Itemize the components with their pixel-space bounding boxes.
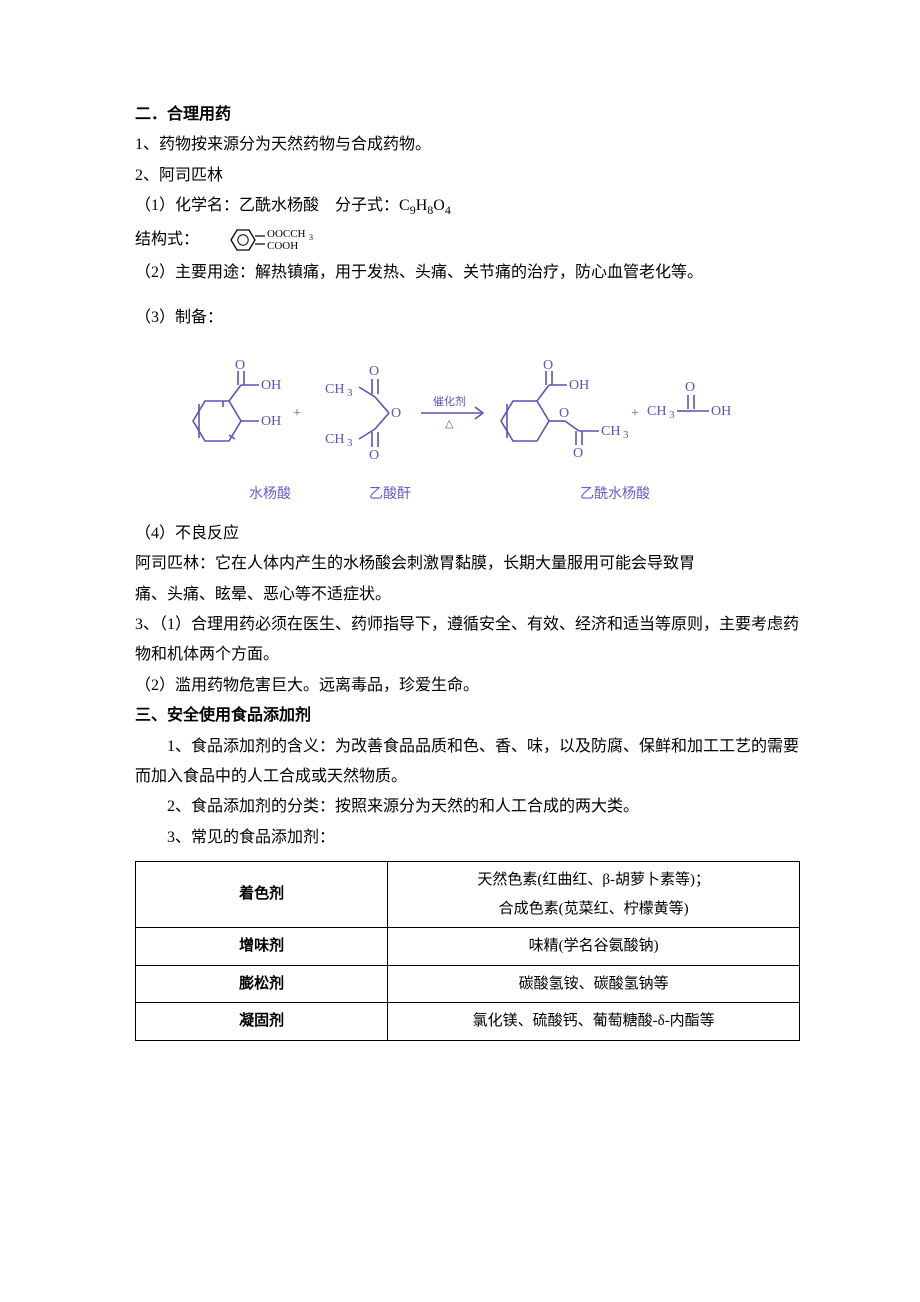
svg-text:O: O (685, 380, 695, 395)
svg-text:O: O (369, 364, 379, 379)
svg-text:3: 3 (347, 387, 353, 399)
arrow-top-label: 催化剂 (433, 394, 466, 408)
cell-value: 碳酸氢铵、碳酸氢钠等 (388, 965, 800, 1003)
section-2-title: 二．合理用药 (135, 100, 800, 130)
s2-p2: 2、阿司匹林 (135, 161, 800, 191)
table-row: 膨松剂 碳酸氢铵、碳酸氢钠等 (136, 965, 800, 1003)
table-row: 增味剂 味精(学名谷氨酸钠) (136, 928, 800, 966)
struct-label: 结构式： (135, 225, 199, 255)
aspirin-structure-icon: OOCCH 3 COOH (223, 222, 343, 258)
svg-text:OH: OH (261, 414, 281, 429)
reaction-diagram-icon: O OH OH + CH3 O CH3 O O (175, 351, 735, 471)
document-page: 二．合理用药 1、药物按来源分为天然药物与合成药物。 2、阿司匹林 （1）化学名… (0, 0, 920, 1101)
svg-text:OH: OH (569, 378, 589, 393)
cap-salicylic: 水杨酸 (215, 482, 325, 509)
svg-text:OOCCH: OOCCH (267, 228, 306, 240)
s2-p2-2: （2）主要用途：解热镇痛，用于发热、头痛、关节痛的治疗，防心血管老化等。 (135, 258, 800, 288)
cell-label: 增味剂 (136, 928, 388, 966)
cell-value: 味精(学名谷氨酸钠) (388, 928, 800, 966)
structural-formula-row: 结构式： OOCCH 3 COOH (135, 222, 800, 258)
s2-p2-4h: （4）不良反应 (135, 519, 800, 549)
s2-p2-1: （1）化学名：乙酰水杨酸 分子式：C9H8O4 (135, 191, 800, 222)
svg-text:O: O (391, 406, 401, 421)
section-3-title: 三、安全使用食品添加剂 (135, 701, 800, 731)
s3-p1: 1、食品添加剂的含义：为改善食品品质和色、香、味，以及防腐、保鲜和加工工艺的需要… (135, 732, 800, 793)
table-row: 着色剂 天然色素(红曲红、β-胡萝卜素等)；合成色素(苋菜红、柠檬黄等) (136, 862, 800, 928)
svg-text:CH: CH (325, 432, 344, 447)
s2-p2-4b: 痛、头痛、眩晕、恶心等不适症状。 (135, 580, 800, 610)
cell-label: 凝固剂 (136, 1003, 388, 1041)
sub-o4: 4 (445, 203, 451, 217)
s3-p2: 2、食品添加剂的分类：按照来源分为天然的和人工合成的两大类。 (135, 792, 800, 822)
cell-label: 膨松剂 (136, 965, 388, 1003)
s3-p3: 3、常见的食品添加剂： (135, 823, 800, 853)
s2-p2-4a: 阿司匹林：它在人体内产生的水杨酸会刺激胃黏膜，长期大量服用可能会导致胃 (135, 549, 800, 579)
svg-text:+: + (293, 406, 301, 421)
svg-text:O: O (559, 406, 569, 421)
cap-aspirin: 乙酰水杨酸 (545, 482, 685, 509)
svg-text:O: O (543, 358, 553, 373)
sym-o: O (433, 197, 445, 214)
sym-h: H (416, 197, 428, 214)
cap-anhydride: 乙酸酐 (325, 482, 455, 509)
s2-p2-3: （3）制备： (135, 303, 800, 333)
chemname-text: （1）化学名：乙酰水杨酸 分子式：C (135, 197, 410, 214)
reaction-captions: 水杨酸 乙酸酐 乙酰水杨酸 (215, 482, 800, 509)
additives-table: 着色剂 天然色素(红曲红、β-胡萝卜素等)；合成色素(苋菜红、柠檬黄等) 增味剂… (135, 861, 800, 1041)
cell-value: 氯化镁、硫酸钙、葡萄糖酸-δ-内酯等 (388, 1003, 800, 1041)
s2-p3a: 3、（1）合理用药必须在医生、药师指导下，遵循安全、有效、经济和适当等原则，主要… (135, 610, 800, 671)
s2-p1: 1、药物按来源分为天然药物与合成药物。 (135, 130, 800, 160)
svg-text:O: O (235, 358, 245, 373)
svg-text:3: 3 (347, 437, 353, 449)
svg-text:3: 3 (669, 409, 675, 421)
svg-text:COOH: COOH (267, 240, 298, 252)
svg-text:O: O (369, 448, 379, 463)
svg-text:3: 3 (623, 429, 629, 441)
svg-text:CH: CH (647, 404, 666, 419)
svg-text:O: O (573, 446, 583, 461)
svg-text:3: 3 (309, 233, 313, 242)
svg-text:CH: CH (601, 424, 620, 439)
svg-text:CH: CH (325, 382, 344, 397)
cell-value: 天然色素(红曲红、β-胡萝卜素等)；合成色素(苋菜红、柠檬黄等) (388, 862, 800, 928)
svg-text:OH: OH (711, 404, 731, 419)
s2-p3b: （2）滥用药物危害巨大。远离毒品，珍爱生命。 (135, 671, 800, 701)
cell-label: 着色剂 (136, 862, 388, 928)
arrow-bot-label: △ (445, 418, 454, 430)
svg-text:OH: OH (261, 378, 281, 393)
table-row: 凝固剂 氯化镁、硫酸钙、葡萄糖酸-δ-内酯等 (136, 1003, 800, 1041)
svg-text:+: + (631, 406, 639, 421)
reaction-scheme: O OH OH + CH3 O CH3 O O (175, 351, 800, 509)
